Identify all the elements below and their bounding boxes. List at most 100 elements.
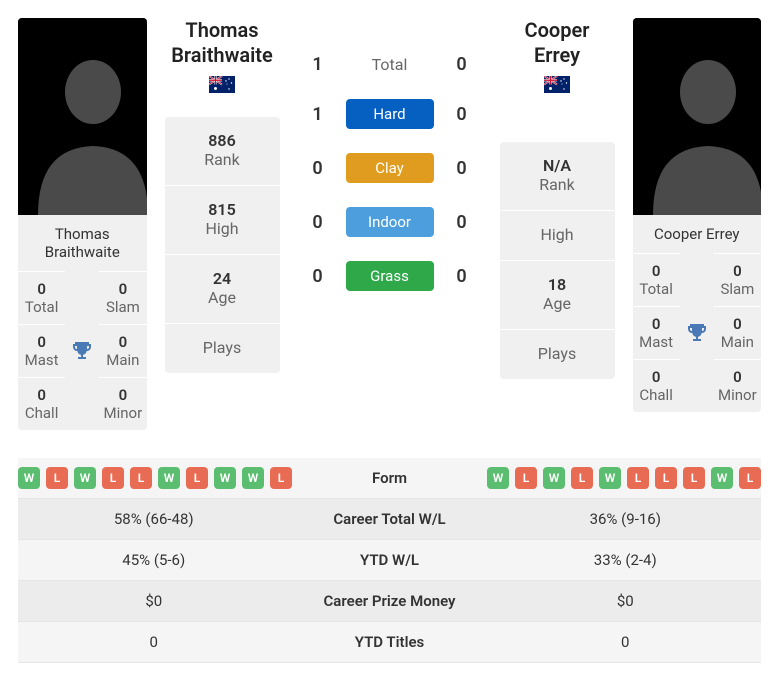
player1-card-name: Thomas Braithwaite: [18, 215, 147, 271]
p2-title-main: 0Main: [714, 306, 761, 359]
h2h-clay-p2: 0: [442, 158, 482, 179]
player1-stats: 886Rank 815High 24Age Plays: [165, 117, 280, 373]
h2h-grass-pill[interactable]: Grass: [346, 261, 434, 291]
player2-info-column: Cooper Errey N/ARank High 18Age Plays: [500, 18, 615, 379]
form-chip: L: [655, 467, 677, 489]
form-chip: L: [186, 467, 208, 489]
p1-career-wl: 58% (66-48): [18, 510, 290, 528]
p1-title-mast: 0Mast: [18, 324, 65, 377]
h2h-clay-row: 0 Clay 0: [298, 153, 482, 183]
p1-title-slam: 0Slam: [99, 271, 146, 324]
p1-prize: $0: [18, 592, 290, 610]
player1-name-block: Thomas Braithwaite: [165, 18, 280, 97]
row-prize: $0 Career Prize Money $0: [18, 581, 761, 622]
p1-title-main: 0Main: [99, 324, 146, 377]
p2-title-slam: 0Slam: [714, 253, 761, 306]
trophy-icon: [680, 253, 714, 412]
h2h-hard-p1: 1: [298, 104, 338, 125]
player1-titles: 0Total 0Slam 0Mast 0Main 0Chall 0Minor: [18, 271, 147, 430]
form-chip: W: [214, 467, 236, 489]
form-chip: W: [74, 467, 96, 489]
player1-name-line1: Thomas: [185, 18, 258, 42]
form-chip: W: [242, 467, 264, 489]
h2h-hard-row: 1 Hard 0: [298, 99, 482, 129]
form-chip: L: [515, 467, 537, 489]
form-chip: L: [102, 467, 124, 489]
h2h-grass-row: 0 Grass 0: [298, 261, 482, 291]
h2h-indoor-row: 0 Indoor 0: [298, 207, 482, 237]
p1-high: 815High: [165, 186, 280, 255]
player1-name-line2: Braithwaite: [171, 43, 273, 67]
form-chip: W: [599, 467, 621, 489]
p2-high: High: [500, 211, 615, 261]
p2-ytd-titles: 0: [490, 633, 762, 651]
player1-silhouette: [18, 18, 147, 215]
p2-title-chall: 0Chall: [633, 359, 680, 412]
form-chip: L: [46, 467, 68, 489]
form-chip: W: [543, 467, 565, 489]
h2h-hard-p2: 0: [442, 104, 482, 125]
p2-title-total: 0Total: [633, 253, 680, 306]
label-prize: Career Prize Money: [290, 592, 490, 610]
player2-name: Cooper Errey: [500, 18, 615, 68]
player2-stats: N/ARank High 18Age Plays: [500, 142, 615, 379]
h2h-grass-p2: 0: [442, 266, 482, 287]
player2-card: Cooper Errey 0Total 0Slam 0Mast 0Main 0C…: [633, 18, 762, 412]
row-career-wl: 58% (66-48) Career Total W/L 36% (9-16): [18, 499, 761, 540]
p2-ytd-wl: 33% (2-4): [490, 551, 762, 569]
p2-age: 18Age: [500, 261, 615, 330]
row-ytd-titles: 0 YTD Titles 0: [18, 622, 761, 663]
h2h-indoor-p1: 0: [298, 212, 338, 233]
row-form: WLWLLWLWWL Form WLWLWLLLWL: [18, 458, 761, 499]
p2-career-wl: 36% (9-16): [490, 510, 762, 528]
p1-title-chall: 0Chall: [18, 377, 65, 430]
form-chip: W: [711, 467, 733, 489]
form-chip: W: [487, 467, 509, 489]
h2h-clay-p1: 0: [298, 158, 338, 179]
comparison-table: WLWLLWLWWL Form WLWLWLLLWL 58% (66-48) C…: [18, 458, 761, 663]
p1-rank: 886Rank: [165, 117, 280, 186]
p2-plays: Plays: [500, 330, 615, 379]
form-chip: L: [571, 467, 593, 489]
h2h-indoor-p2: 0: [442, 212, 482, 233]
form-chip: L: [739, 467, 761, 489]
top-row: Thomas Braithwaite 0Total 0Slam 0Mast 0M…: [18, 18, 761, 430]
p1-plays: Plays: [165, 324, 280, 373]
h2h-indoor-pill[interactable]: Indoor: [346, 207, 434, 237]
form-chip: W: [18, 467, 40, 489]
h2h-clay-pill[interactable]: Clay: [346, 153, 434, 183]
form-chip: L: [683, 467, 705, 489]
p2-form: WLWLWLLLWL: [487, 467, 761, 489]
h2h-total-label: Total: [346, 55, 434, 74]
player1-name: Thomas Braithwaite: [165, 18, 280, 68]
form-chip: L: [270, 467, 292, 489]
player2-card-name: Cooper Errey: [633, 215, 762, 253]
p1-title-total: 0Total: [18, 271, 65, 324]
h2h-column: 1 Total 0 1 Hard 0 0 Clay 0 0 Indoor 0 0…: [298, 18, 482, 291]
p1-title-minor: 0Minor: [99, 377, 146, 430]
player2-name-block: Cooper Errey: [500, 18, 615, 97]
p1-ytd-wl: 45% (5-6): [18, 551, 290, 569]
p2-title-mast: 0Mast: [633, 306, 680, 359]
form-chip: W: [158, 467, 180, 489]
p1-form: WLWLLWLWWL: [18, 467, 292, 489]
player2-titles: 0Total 0Slam 0Mast 0Main 0Chall 0Minor: [633, 253, 762, 412]
row-ytd-wl: 45% (5-6) YTD W/L 33% (2-4): [18, 540, 761, 581]
trophy-icon: [65, 271, 99, 430]
label-ytd-wl: YTD W/L: [290, 551, 490, 569]
h2h-total-p1: 1: [298, 54, 338, 75]
form-chip: L: [130, 467, 152, 489]
h2h-hard-pill[interactable]: Hard: [346, 99, 434, 129]
h2h-total-row: 1 Total 0: [298, 54, 482, 75]
p2-title-minor: 0Minor: [714, 359, 761, 412]
form-chip: L: [627, 467, 649, 489]
player1-card: Thomas Braithwaite 0Total 0Slam 0Mast 0M…: [18, 18, 147, 430]
label-form: Form: [292, 469, 487, 487]
aus-flag-icon: [544, 76, 570, 93]
p1-ytd-titles: 0: [18, 633, 290, 651]
label-career-wl: Career Total W/L: [290, 510, 490, 528]
p1-age: 24Age: [165, 255, 280, 324]
player1-info-column: Thomas Braithwaite 886Rank 815High 24Age…: [165, 18, 280, 373]
p2-rank: N/ARank: [500, 142, 615, 211]
aus-flag-icon: [209, 76, 235, 93]
